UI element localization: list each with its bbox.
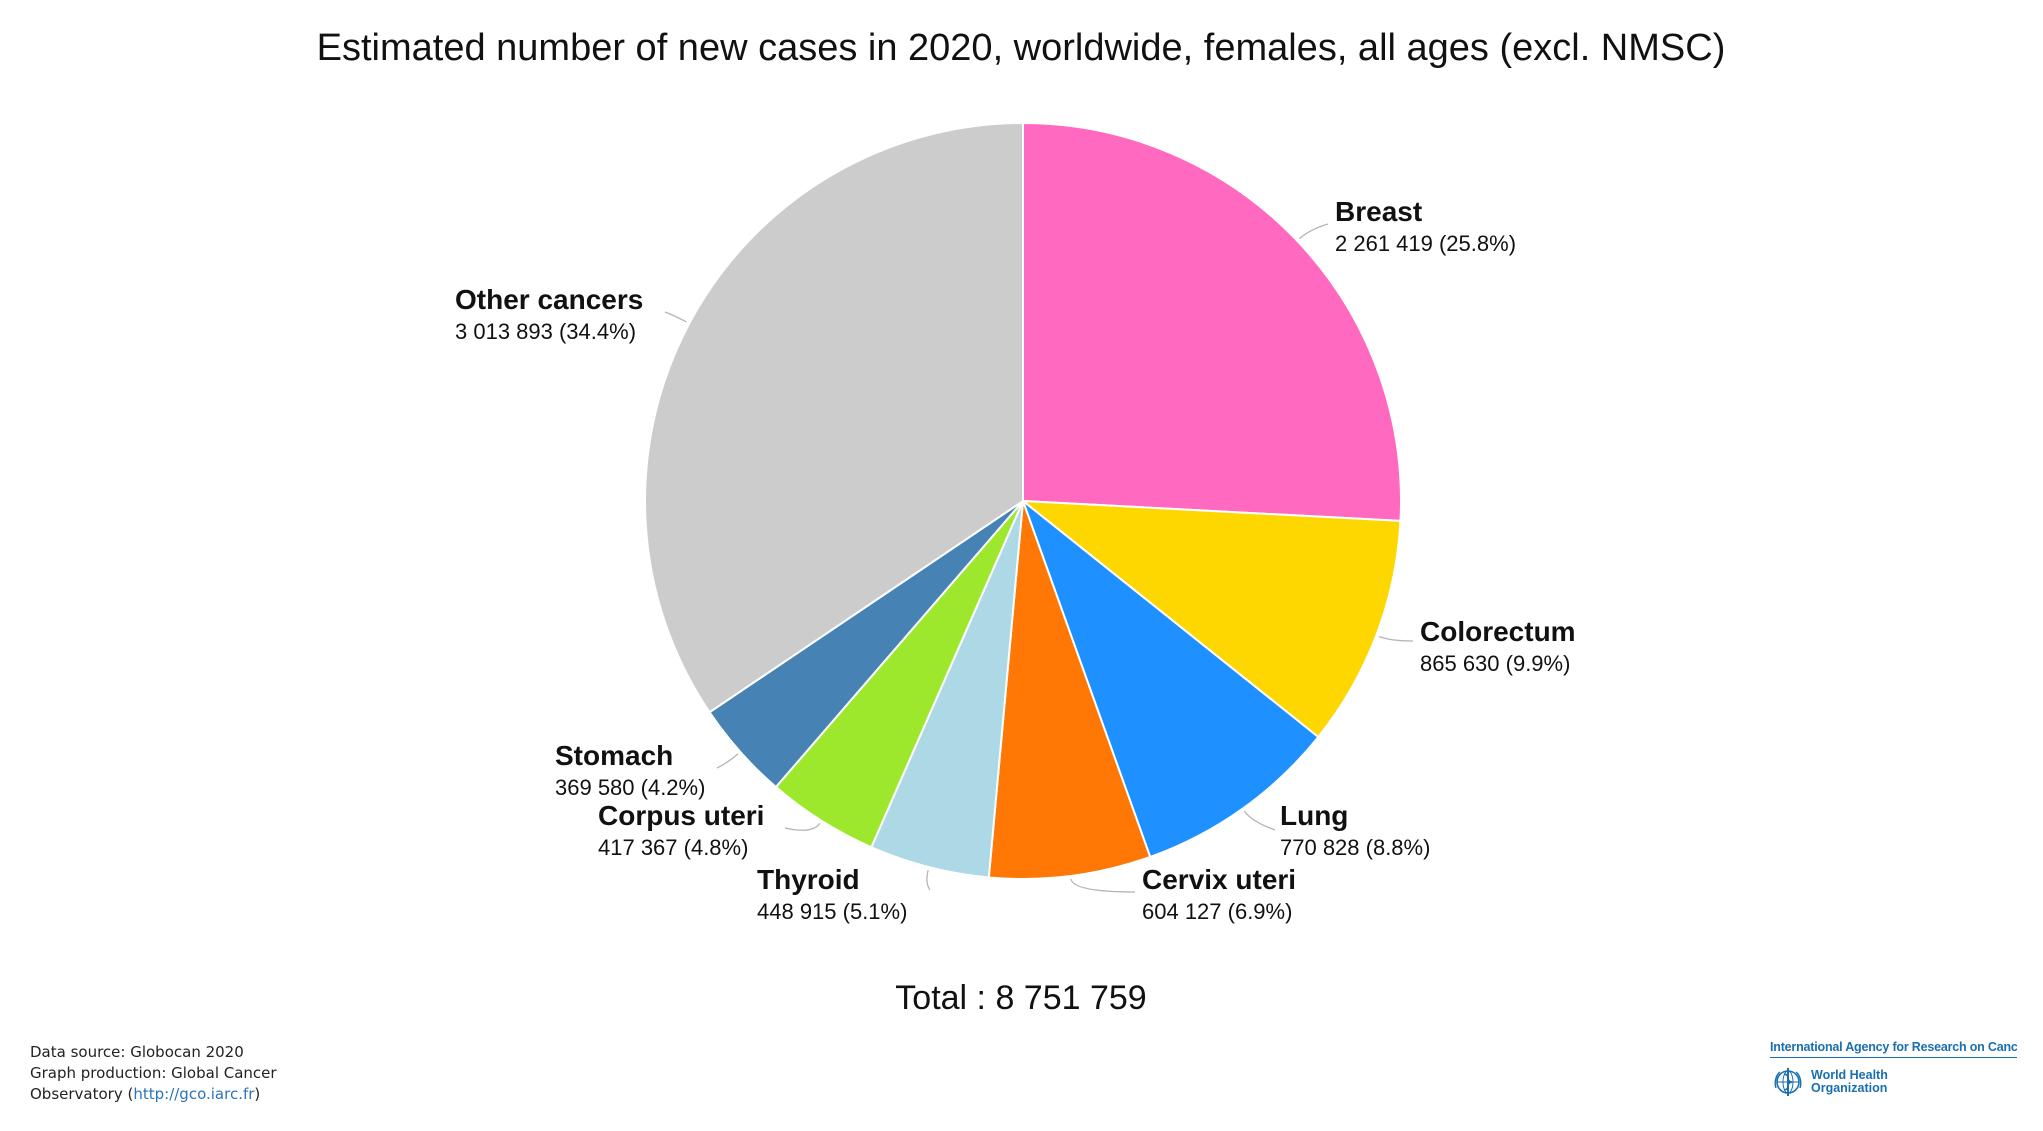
leader-line-cervix-uteri xyxy=(1070,878,1136,893)
who-logo-line2: Organization xyxy=(1811,1081,1888,1095)
iarc-logo-text: International Agency for Research on Can… xyxy=(1770,1040,2017,1058)
slice-label-colorectum: Colorectum xyxy=(1420,616,1576,647)
footer-observatory: Observatory (http://gco.iarc.fr) xyxy=(30,1084,277,1105)
slices-layer xyxy=(644,121,1402,880)
leader-line-breast xyxy=(1298,223,1329,240)
slice-label-breast: Breast xyxy=(1335,196,1422,227)
slice-label-stomach: Stomach xyxy=(555,740,673,771)
chart-total: Total : 8 751 759 xyxy=(895,979,1146,1017)
leader-line-other-cancers xyxy=(664,311,687,323)
leader-line-colorectum xyxy=(1378,635,1414,642)
footer-credits: Data source: Globocan 2020 Graph product… xyxy=(30,1042,277,1105)
slice-label-thyroid: Thyroid xyxy=(757,864,860,895)
leader-line-lung xyxy=(1243,810,1276,831)
labels-layer: Breast 2 261 419 (25.8%) Colorectum 865 630… xyxy=(455,196,1576,924)
who-logo-text: World Health Organization xyxy=(1811,1069,1888,1095)
slice-value-cervix-uteri: 604 127 (6.9%) xyxy=(1142,899,1292,924)
who-logo: World Health Organization xyxy=(1770,1064,2020,1100)
pie-slice-other-cancers[interactable] xyxy=(644,121,1024,714)
pie-slice-cervix-uteri[interactable] xyxy=(987,500,1152,880)
chart-title: Estimated number of new cases in 2020, w… xyxy=(317,27,1726,69)
slice-label-lung: Lung xyxy=(1280,800,1348,831)
footer-data-source: Data source: Globocan 2020 xyxy=(30,1043,244,1061)
slice-value-breast: 2 261 419 (25.8%) xyxy=(1335,231,1516,256)
who-emblem-icon xyxy=(1774,1068,1802,1096)
iarc-who-logo: International Agency for Research on Can… xyxy=(1770,1040,2020,1100)
leader-line-thyroid xyxy=(926,869,931,891)
slice-label-other-cancers: Other cancers xyxy=(455,284,643,315)
leader-lines-layer xyxy=(664,223,1414,893)
slice-value-lung: 770 828 (8.8%) xyxy=(1280,835,1430,860)
footer-graph-production: Graph production: Global Cancer xyxy=(30,1064,277,1082)
pie-slice-colorectum[interactable] xyxy=(1019,499,1402,739)
leader-line-stomach xyxy=(716,753,739,769)
pie-slice-lung[interactable] xyxy=(1020,498,1320,859)
gco-link[interactable]: http://gco.iarc.fr xyxy=(133,1085,255,1103)
leader-line-corpus-uteri xyxy=(784,822,821,831)
slice-value-corpus-uteri: 417 367 (4.8%) xyxy=(598,835,748,860)
slice-value-thyroid: 448 915 (5.1%) xyxy=(757,899,907,924)
slice-value-other-cancers: 3 013 893 (34.4%) xyxy=(455,319,636,344)
who-logo-line1: World Health xyxy=(1811,1068,1888,1082)
footer-observatory-prefix: Observatory ( xyxy=(30,1085,134,1103)
slice-value-colorectum: 865 630 (9.9%) xyxy=(1420,651,1570,676)
pie-slice-breast[interactable] xyxy=(1022,121,1402,522)
slice-value-stomach: 369 580 (4.2%) xyxy=(555,775,705,800)
slice-label-corpus-uteri: Corpus uteri xyxy=(598,800,764,831)
slice-label-cervix-uteri: Cervix uteri xyxy=(1142,864,1296,895)
footer-observatory-suffix: ) xyxy=(254,1085,261,1103)
